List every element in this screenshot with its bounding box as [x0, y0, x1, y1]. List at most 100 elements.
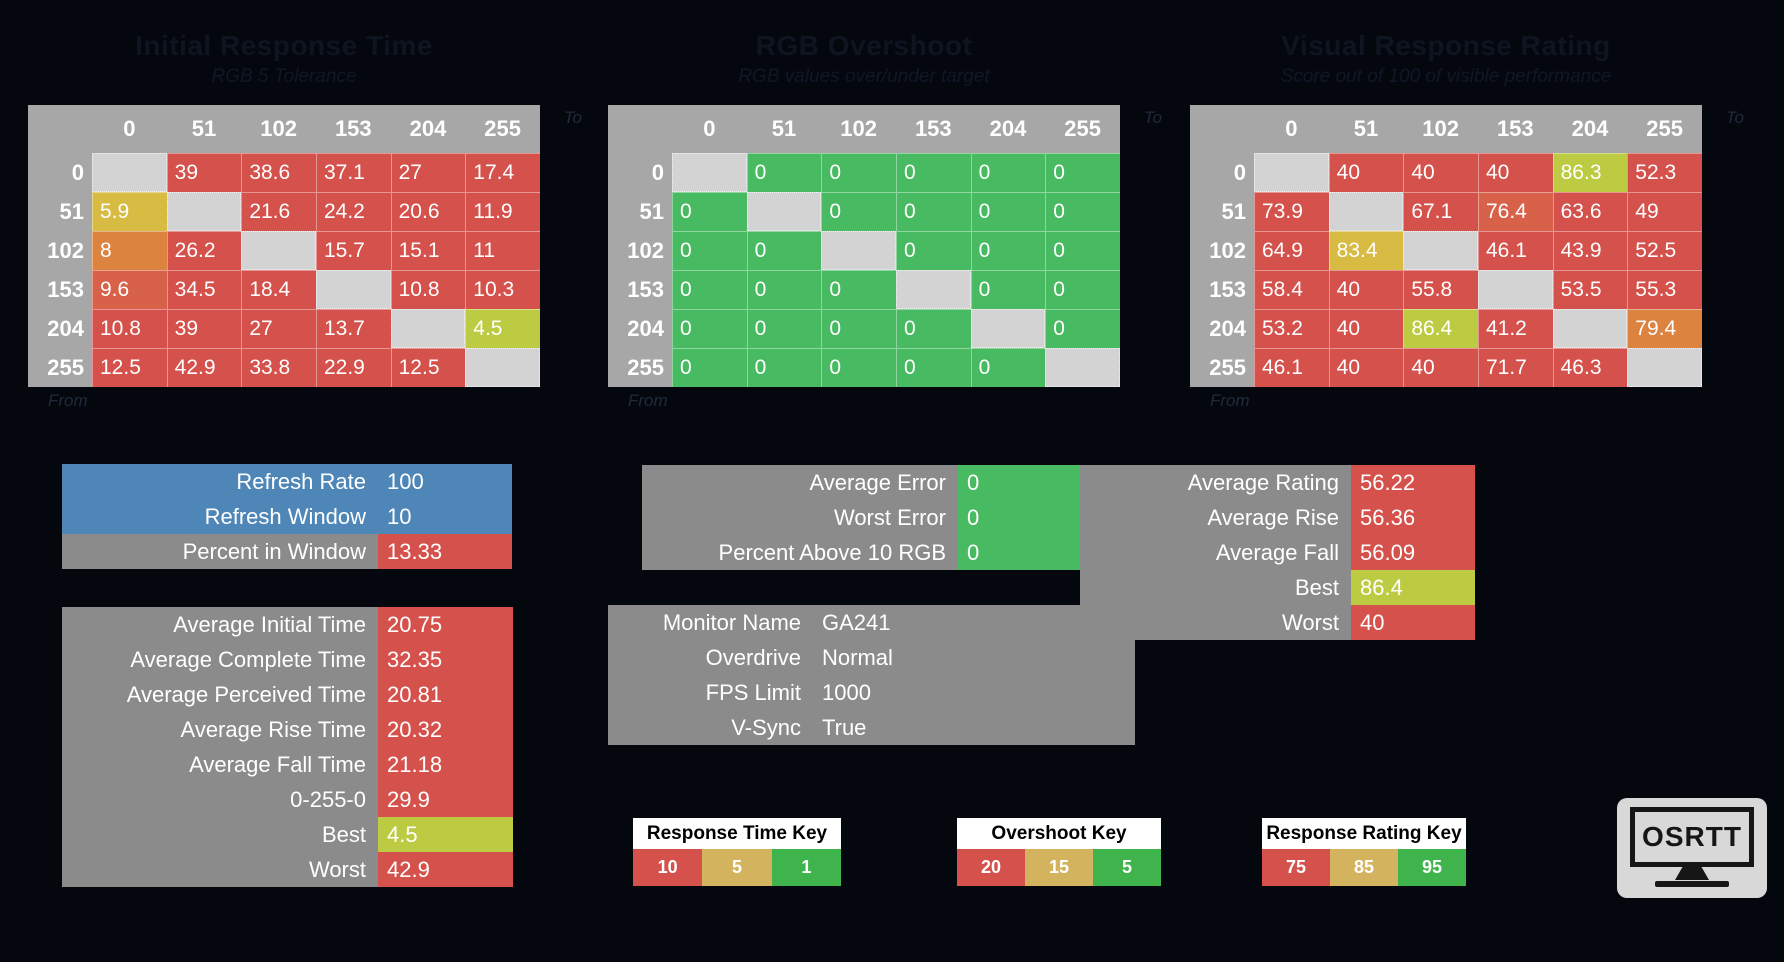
heatmap-title: Visual Response Rating [1281, 30, 1611, 61]
heatmap-cell: 40 [1403, 348, 1478, 387]
refresh-summary-box: Refresh Rate 100 Refresh Window 10 Percent i… [62, 464, 512, 569]
heatmap-subtitle: RGB 5 Tolerance [211, 66, 357, 87]
row-header: 51 [1190, 192, 1254, 231]
heatmap-cell: 40 [1328, 348, 1404, 387]
summary-value: 100 [378, 464, 512, 499]
axis-to-label: To [563, 108, 582, 127]
summary-label: Worst Error [642, 500, 958, 535]
column-header: 255 [465, 105, 540, 153]
summary-value: 56.22 [1351, 465, 1475, 500]
axis-to-label: To [1143, 108, 1162, 127]
heatmap-cell: 53.2 [1254, 309, 1329, 348]
summary-label: V-Sync [608, 710, 813, 745]
heatmap-cell: 27 [390, 153, 466, 192]
summary-label: FPS Limit [608, 675, 813, 710]
summary-row: 0-255-0 29.9 [62, 782, 513, 817]
heatmap-cell: 40 [1477, 153, 1553, 192]
heatmap-cell: 0 [746, 153, 822, 192]
summary-row: Worst Error 0 [642, 500, 1090, 535]
heatmap-cell: 0 [746, 231, 822, 270]
column-header: 255 [1045, 105, 1120, 153]
key-title: Response Rating Key [1262, 818, 1466, 849]
heatmap-cell [1477, 270, 1553, 309]
summary-label: Average Rating [1080, 465, 1351, 500]
heatmap-cell: 53.5 [1552, 270, 1628, 309]
column-header: 51 [166, 105, 242, 153]
row-header: 51 [28, 192, 92, 231]
summary-row: Percent in Window 13.33 [62, 534, 512, 569]
heatmap-cell [390, 309, 466, 348]
heatmap-cell: 11 [465, 231, 540, 270]
heatmap-cell: 12.5 [92, 348, 167, 387]
column-header: 255 [1627, 105, 1702, 153]
key-cell: 5 [1093, 849, 1161, 886]
axis-corner [608, 105, 672, 153]
column-header: 153 [315, 105, 391, 153]
summary-row: FPS Limit 1000 [608, 675, 1135, 710]
heatmap-cell: 10.8 [390, 270, 466, 309]
overshoot-summary-box: Average Error 0 Worst Error 0 Percent Above … [642, 465, 1090, 570]
heatmap-cell: 71.7 [1477, 348, 1553, 387]
heatmap-cell: 0 [746, 270, 822, 309]
heatmap-cell [1627, 348, 1702, 387]
summary-label: Refresh Rate [62, 464, 378, 499]
summary-row: V-Sync True [608, 710, 1135, 745]
heatmap-cell: 0 [895, 309, 971, 348]
heatmap-cell: 86.3 [1552, 153, 1628, 192]
row-header: 204 [608, 309, 672, 348]
summary-row: Average Fall 56.09 [1080, 535, 1475, 570]
summary-row: Percent Above 10 RGB 0 [642, 535, 1090, 570]
heatmap-cell: 79.4 [1627, 309, 1702, 348]
summary-row: Average Error 0 [642, 465, 1090, 500]
heatmap-cell: 55.8 [1403, 270, 1478, 309]
summary-row: Refresh Window 10 [62, 499, 512, 534]
summary-label: Monitor Name [608, 605, 813, 640]
heatmap-visual-response-rating: Visual Response Rating Score out of 100 … [1190, 30, 1744, 430]
summary-label: Percent in Window [62, 534, 378, 569]
column-header: 0 [1254, 105, 1329, 153]
heatmap-cell: 0 [1045, 153, 1120, 192]
summary-value: 10 [378, 499, 512, 534]
heatmap-cell: 49 [1627, 192, 1702, 231]
summary-value: GA241 [813, 605, 1135, 640]
summary-row: Average Initial Time 20.75 [62, 607, 513, 642]
summary-row: Average Fall Time 21.18 [62, 747, 513, 782]
summary-value: 29.9 [378, 782, 513, 817]
heatmap-cell: 46.1 [1254, 348, 1329, 387]
heatmap-cell: 40 [1403, 153, 1478, 192]
column-header: 204 [390, 105, 466, 153]
summary-row: Average Complete Time 32.35 [62, 642, 513, 677]
row-header: 255 [28, 348, 92, 387]
summary-row: Average Perceived Time 20.81 [62, 677, 513, 712]
heatmap-cell: 17.4 [465, 153, 540, 192]
summary-label: 0-255-0 [62, 782, 378, 817]
heatmap-cell: 33.8 [241, 348, 316, 387]
heatmap-cell: 15.7 [315, 231, 391, 270]
monitor-info-box: Monitor Name GA241 Overdrive Normal FPS Limi… [608, 605, 1135, 745]
key-title: Overshoot Key [957, 818, 1161, 849]
summary-row: Overdrive Normal [608, 640, 1135, 675]
column-header: 204 [970, 105, 1046, 153]
heatmap-cell [1552, 309, 1628, 348]
response-time-key: Response Time Key 10 5 1 [633, 818, 841, 886]
heatmap-cell: 37.1 [315, 153, 391, 192]
row-header: 102 [1190, 231, 1254, 270]
column-header: 102 [821, 105, 896, 153]
summary-row: Average Rise Time 20.32 [62, 712, 513, 747]
heatmap-cell: 0 [970, 270, 1046, 309]
heatmap-cell: 46.1 [1477, 231, 1553, 270]
summary-value: 42.9 [378, 852, 513, 887]
row-header: 153 [1190, 270, 1254, 309]
heatmap-cell: 21.6 [241, 192, 316, 231]
summary-label: Average Complete Time [62, 642, 378, 677]
logo-text: OSRTT [1642, 821, 1742, 852]
row-header: 204 [1190, 309, 1254, 348]
key-cell: 1 [771, 849, 841, 886]
heatmap-cell: 0 [746, 309, 822, 348]
row-header: 255 [608, 348, 672, 387]
axis-from-label: From [48, 391, 88, 410]
heatmap-cell: 26.2 [166, 231, 242, 270]
monitor-stand-icon [1675, 867, 1709, 880]
key-cell: 15 [1025, 849, 1093, 886]
heatmap-cell: 0 [1045, 231, 1120, 270]
